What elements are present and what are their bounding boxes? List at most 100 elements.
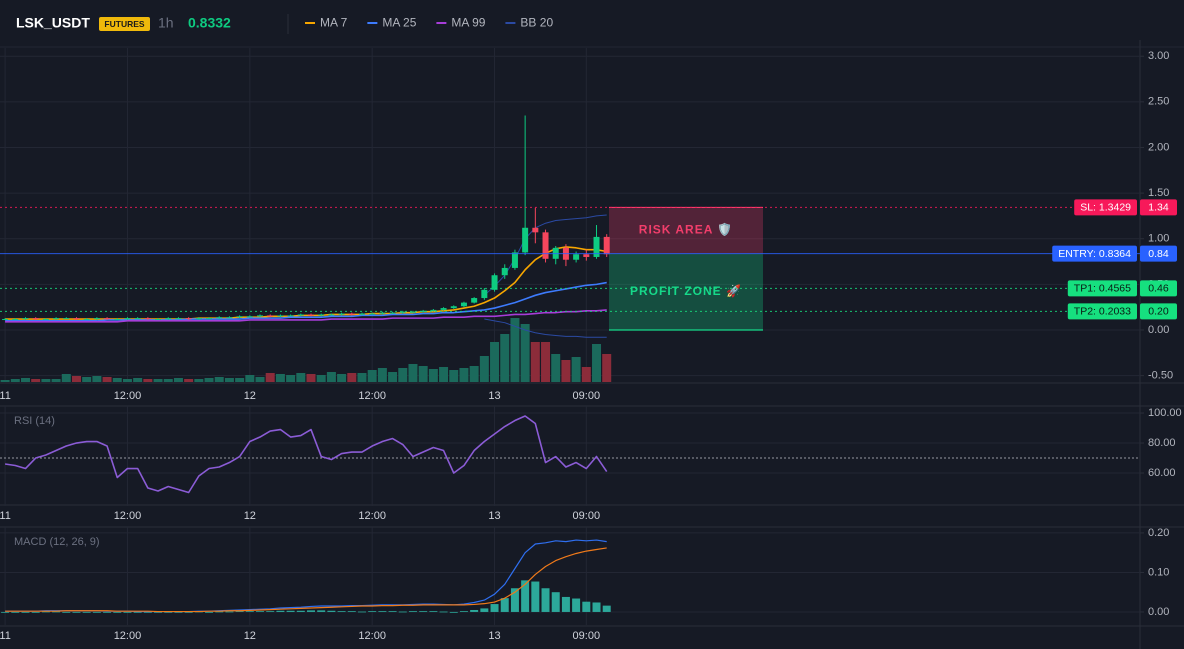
candle-body bbox=[195, 318, 202, 320]
volume-bar bbox=[530, 342, 540, 382]
volume-bar bbox=[224, 378, 234, 382]
badge-bg bbox=[99, 17, 150, 31]
candle-body bbox=[318, 314, 325, 316]
volume-bar bbox=[112, 378, 122, 382]
volume-bar bbox=[490, 342, 500, 382]
volume-bar bbox=[153, 379, 163, 382]
histogram-bar bbox=[41, 611, 50, 613]
level-label-bg bbox=[1074, 199, 1137, 216]
volume-bar bbox=[449, 370, 459, 382]
candle-body bbox=[22, 318, 29, 320]
candle-body bbox=[277, 315, 284, 317]
volume-bar bbox=[306, 374, 316, 382]
y-tick-label: 1.50 bbox=[1148, 187, 1169, 199]
volume-bar bbox=[500, 334, 510, 382]
x-tick-label: 09:00 bbox=[573, 390, 601, 402]
histogram-bar bbox=[500, 598, 509, 612]
histogram-bar bbox=[72, 611, 81, 613]
histogram-bar bbox=[429, 611, 438, 612]
histogram-bar bbox=[480, 608, 489, 612]
legend-label: BB 20 bbox=[520, 16, 553, 30]
interval: 1h bbox=[158, 15, 174, 31]
y-tick-label: -0.50 bbox=[1148, 370, 1173, 382]
volume-bar bbox=[245, 375, 255, 382]
volume-bar bbox=[71, 376, 81, 382]
histogram-bar bbox=[286, 610, 295, 612]
y-tick-label: 2.00 bbox=[1148, 141, 1169, 153]
histogram-bar bbox=[327, 610, 336, 612]
histogram-bar bbox=[205, 611, 214, 613]
volume-bar bbox=[265, 373, 275, 382]
histogram-bar bbox=[419, 611, 428, 612]
histogram-bar bbox=[470, 609, 479, 612]
volume-bar bbox=[398, 368, 408, 382]
histogram-bar bbox=[307, 610, 316, 612]
last-price: 0.8332 bbox=[188, 15, 231, 31]
histogram-bar bbox=[582, 601, 591, 612]
candle-body bbox=[2, 319, 9, 321]
x-tick-label: 13 bbox=[488, 510, 500, 522]
x-tick-label: 12:00 bbox=[358, 510, 386, 522]
legend-label: MA 25 bbox=[382, 16, 416, 30]
volume-bar bbox=[61, 374, 71, 382]
candle-body bbox=[379, 312, 386, 314]
volume-bar bbox=[133, 378, 143, 382]
x-tick-label: 12 bbox=[244, 510, 256, 522]
candle-body bbox=[511, 252, 518, 268]
x-tick-label: 11 bbox=[0, 630, 11, 642]
axis-label: 0.20 bbox=[1148, 306, 1169, 318]
macd-title: MACD (12, 26, 9) bbox=[14, 536, 100, 548]
histogram-bar bbox=[368, 611, 377, 612]
volume-bar bbox=[20, 378, 30, 382]
candle-body bbox=[216, 317, 223, 319]
volume-bar bbox=[510, 318, 520, 382]
volume-bar bbox=[143, 379, 153, 382]
histogram-bar bbox=[398, 611, 407, 613]
candle-body bbox=[522, 227, 529, 253]
badge: FUTURES bbox=[104, 19, 144, 29]
histogram-bar bbox=[11, 611, 20, 613]
histogram-bar bbox=[276, 610, 285, 612]
volume-bar bbox=[561, 360, 571, 382]
histogram-bar bbox=[123, 611, 132, 613]
level-label-bg bbox=[1052, 245, 1137, 262]
volume-bar bbox=[41, 379, 51, 382]
x-tick-label: 12:00 bbox=[114, 510, 142, 522]
candle-body bbox=[104, 318, 111, 320]
level-label-bg bbox=[1067, 303, 1137, 320]
histogram-bar bbox=[378, 611, 387, 612]
y-tick-label: 0.00 bbox=[1148, 324, 1169, 336]
y-tick-label: 2.50 bbox=[1148, 96, 1169, 108]
volume-bar bbox=[347, 373, 357, 382]
candle-body bbox=[257, 315, 264, 317]
candle-body bbox=[246, 316, 253, 318]
candle-body bbox=[450, 306, 457, 309]
zone-label: RISK AREA 🛡️ bbox=[639, 223, 733, 237]
x-tick-label: 09:00 bbox=[573, 510, 601, 522]
candle-body bbox=[358, 313, 365, 315]
histogram-bar bbox=[531, 581, 540, 612]
symbol: LSK_USDT bbox=[16, 15, 90, 31]
histogram-bar bbox=[52, 611, 61, 613]
y-tick-label: 0.00 bbox=[1148, 606, 1169, 618]
candle-body bbox=[338, 313, 345, 315]
candle-body bbox=[399, 311, 406, 313]
volume-bar bbox=[571, 357, 581, 382]
candle-body bbox=[532, 227, 539, 233]
volume-bar bbox=[602, 354, 612, 382]
candle-body bbox=[287, 315, 294, 317]
volume-bar bbox=[296, 373, 306, 382]
bb-lower bbox=[484, 318, 607, 338]
candle-body bbox=[369, 313, 376, 315]
histogram-bar bbox=[551, 592, 560, 612]
candle-body bbox=[42, 319, 49, 321]
volume-bar bbox=[541, 342, 551, 382]
candle-body bbox=[63, 318, 70, 320]
axis-label: 0.46 bbox=[1148, 283, 1169, 295]
volume-bar bbox=[316, 375, 326, 382]
candle-body bbox=[542, 232, 549, 259]
volume-bar bbox=[51, 379, 61, 382]
volume-bar bbox=[286, 375, 296, 382]
histogram-bar bbox=[490, 604, 499, 612]
x-tick-label: 12 bbox=[244, 630, 256, 642]
